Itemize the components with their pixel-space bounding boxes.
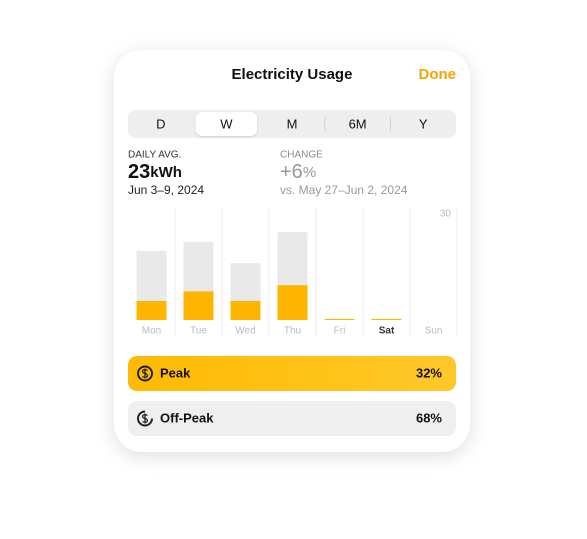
peak-label: Peak — [160, 365, 191, 380]
off-peak-label: Off-Peak — [160, 410, 214, 425]
x-tick-label: Sat — [379, 326, 395, 337]
bar-segment — [277, 285, 308, 320]
segment-selected — [195, 112, 258, 136]
segment-option[interactable]: W — [220, 116, 233, 131]
bar-segment — [371, 318, 402, 320]
change-unit: % — [303, 164, 316, 181]
y-tick-label: 30 — [440, 209, 452, 220]
daily-range: Jun 3–9, 2024 — [128, 183, 204, 197]
change-value: +6% — [280, 161, 316, 183]
segment-option[interactable]: 6M — [349, 116, 367, 131]
daily-label: DAILY AVG. — [128, 150, 181, 161]
segment-option[interactable]: M — [287, 116, 298, 131]
change-label: CHANGE — [280, 150, 323, 161]
off-peak-icon — [137, 410, 153, 427]
peak-row[interactable] — [128, 356, 456, 391]
segment-option[interactable]: Y — [419, 116, 428, 131]
change-range: vs. May 27–Jun 2, 2024 — [280, 183, 408, 197]
x-tick-label: Fri — [334, 326, 346, 337]
bar-segment — [183, 241, 214, 292]
x-tick-label: Tue — [190, 326, 207, 337]
off-peak-row[interactable] — [128, 401, 456, 436]
bar-segment — [183, 291, 214, 320]
daily-value: 23kWh — [128, 161, 182, 183]
daily-number: 23 — [128, 161, 150, 183]
bar-segment — [136, 300, 167, 320]
bar-segment — [230, 300, 261, 320]
x-tick-label: Mon — [142, 326, 161, 337]
x-tick-label: Thu — [284, 326, 301, 337]
peak-percent: 32% — [416, 365, 442, 380]
bar-segment — [277, 232, 308, 286]
bar-segment — [324, 318, 355, 320]
off-peak-percent: 68% — [416, 410, 442, 425]
peak-icon — [137, 365, 153, 382]
x-tick-label: Sun — [425, 326, 443, 337]
done-button[interactable]: Done — [419, 66, 457, 83]
change-number: +6 — [280, 161, 303, 183]
bar-segment — [136, 250, 167, 301]
daily-unit: kWh — [150, 164, 182, 181]
x-tick-label: Wed — [235, 326, 255, 337]
bar-segment — [230, 263, 261, 301]
title: Electricity Usage — [232, 66, 353, 83]
segment-option[interactable]: D — [156, 116, 165, 131]
